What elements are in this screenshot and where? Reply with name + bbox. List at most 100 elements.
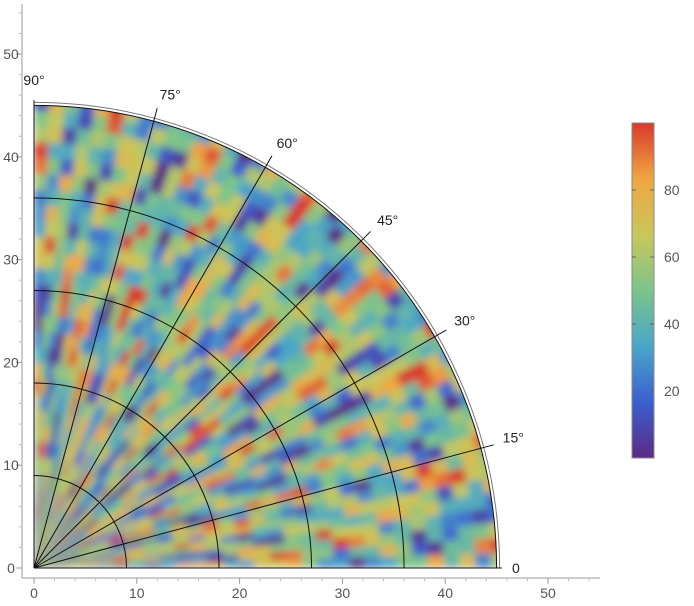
heat-cell (302, 428, 322, 445)
heat-cell (179, 390, 196, 407)
heat-cell (102, 326, 116, 345)
heat-cell (154, 526, 172, 536)
heat-cell (256, 333, 276, 353)
heat-cell (451, 421, 472, 440)
heat-cell (88, 422, 100, 439)
heat-cell (68, 524, 82, 537)
heat-cell (63, 549, 79, 557)
heat-cell (379, 310, 401, 332)
heat-cell (36, 473, 41, 490)
heat-cell (43, 458, 49, 475)
heat-cell (125, 539, 142, 547)
heat-cell (196, 433, 214, 449)
heat-cell (157, 280, 174, 300)
heat-cell (405, 491, 423, 507)
heat-cell (130, 138, 149, 157)
heat-cell (57, 317, 67, 334)
heat-cell (208, 311, 226, 331)
heat-cell (64, 557, 81, 562)
heat-cell (54, 532, 67, 545)
heat-cell (97, 565, 113, 568)
heat-cell (339, 397, 360, 415)
heat-cell (45, 205, 58, 222)
heat-cell (86, 456, 98, 473)
heat-cell (55, 221, 68, 239)
heat-cell (183, 512, 200, 523)
heat-cell (107, 181, 124, 200)
heat-cell (427, 541, 444, 556)
heat-cell (283, 271, 304, 292)
heat-cell (313, 519, 331, 531)
heat-cell (251, 402, 270, 420)
heat-cell (209, 165, 230, 187)
heat-cell (213, 502, 231, 514)
heat-cell (120, 119, 138, 139)
heat-cell (68, 286, 81, 304)
heat-cell (128, 390, 143, 408)
heat-cell (204, 445, 222, 460)
heat-cell (157, 145, 176, 165)
heat-cell (60, 515, 71, 530)
heat-cell (34, 457, 38, 474)
heat-cell (40, 505, 45, 522)
heat-cell (303, 226, 326, 249)
heat-cell (197, 248, 216, 268)
heat-cell (80, 353, 92, 371)
heat-cell (52, 459, 60, 476)
heat-cell (112, 506, 128, 519)
heat-cell (73, 351, 85, 369)
heat-cell (241, 388, 260, 405)
heat-cell (242, 491, 261, 504)
angle-labels: 0 15° 30° 45° 60° 75° 90° (23, 72, 523, 576)
heat-cell (173, 537, 190, 545)
heat-cell (216, 151, 237, 173)
heat-cell (296, 453, 315, 469)
heat-cell (79, 453, 90, 470)
heat-cell (83, 494, 97, 509)
heat-cell (125, 427, 140, 443)
heat-cell (221, 342, 239, 361)
heat-cell (69, 334, 81, 352)
heat-cell (116, 439, 130, 456)
heat-cell (321, 431, 340, 448)
heat-cell (153, 409, 170, 426)
heat-cell (191, 318, 209, 338)
heat-cell (81, 472, 93, 488)
heat-cell (96, 555, 113, 560)
heat-cell (71, 484, 82, 500)
heat-cell (119, 488, 135, 501)
heat-cell (302, 471, 321, 486)
colorbar-tick-label: 60 (664, 249, 680, 265)
heat-cell (458, 539, 476, 555)
heat-cell (190, 545, 207, 553)
heat-cell (90, 533, 106, 542)
heat-cell (35, 536, 38, 553)
heat-cell (110, 398, 124, 416)
heat-cell (62, 547, 78, 555)
heat-cell (179, 501, 197, 513)
heat-cell (183, 294, 201, 314)
heat-cell (34, 158, 48, 175)
heat-cell (160, 317, 176, 336)
heat-cell (284, 426, 303, 443)
heat-cell (81, 565, 98, 568)
heat-cell (96, 485, 110, 499)
heat-cell (59, 445, 67, 462)
heat-cell (152, 518, 169, 528)
heat-cell (272, 222, 294, 243)
heat-cell (188, 422, 205, 439)
heat-cell (350, 467, 369, 483)
heat-cell (85, 161, 101, 180)
heat-cell (259, 385, 278, 403)
heat-cell (154, 262, 171, 281)
heat-cell (86, 289, 99, 308)
heat-cell (254, 552, 271, 561)
heat-cell (178, 462, 195, 477)
heat-cell (108, 537, 125, 546)
heat-cell (226, 266, 246, 287)
heat-cell (46, 158, 61, 175)
heat-cell (124, 370, 139, 388)
heat-cell (167, 199, 185, 219)
heat-cell (143, 551, 160, 558)
heat-cell (86, 476, 99, 492)
